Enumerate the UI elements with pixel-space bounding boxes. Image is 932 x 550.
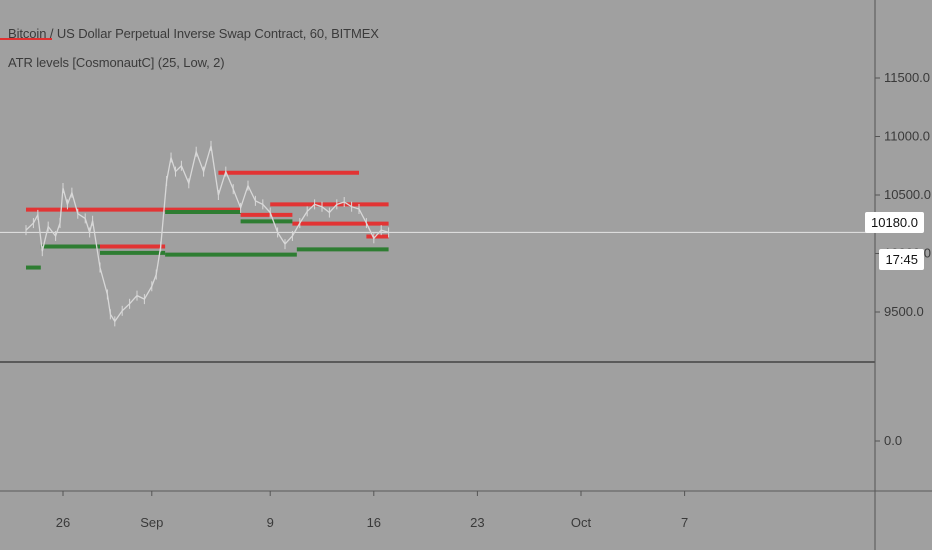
time-tick-label: Oct xyxy=(571,515,592,530)
price-tick-label: 9500.0 xyxy=(884,304,924,319)
time-tick-label: 23 xyxy=(470,515,484,530)
bar-countdown-label: 17:45 xyxy=(879,249,924,270)
price-series xyxy=(25,140,390,327)
price-axis-bg xyxy=(875,0,932,550)
last-price-label: 10180.0 xyxy=(865,212,924,233)
symbol-strike-icon xyxy=(0,38,52,40)
atr-level-lines xyxy=(26,170,389,270)
time-tick-label: Sep xyxy=(140,515,163,530)
price-tick-label: 10500.0 xyxy=(884,187,931,202)
price-tick-label: 11000.0 xyxy=(884,129,930,144)
time-tick-label: 26 xyxy=(56,515,70,530)
time-tick-label: 16 xyxy=(367,515,381,530)
indicator-title[interactable]: ATR levels [CosmonautC] (25, Low, 2) xyxy=(8,55,225,70)
indicator-tick-label: 0.0 xyxy=(884,433,902,448)
indicator-axis-ticks: 0.0 xyxy=(875,433,902,448)
time-axis-ticks: 26 Sep 9 16 23 Oct 7 xyxy=(56,491,688,530)
symbol-title[interactable]: Bitcoin / US Dollar Perpetual Inverse Sw… xyxy=(8,26,379,41)
time-tick-label: 9 xyxy=(267,515,274,530)
price-tick-label: 11500.0 xyxy=(884,70,930,85)
time-tick-label: 7 xyxy=(681,515,688,530)
